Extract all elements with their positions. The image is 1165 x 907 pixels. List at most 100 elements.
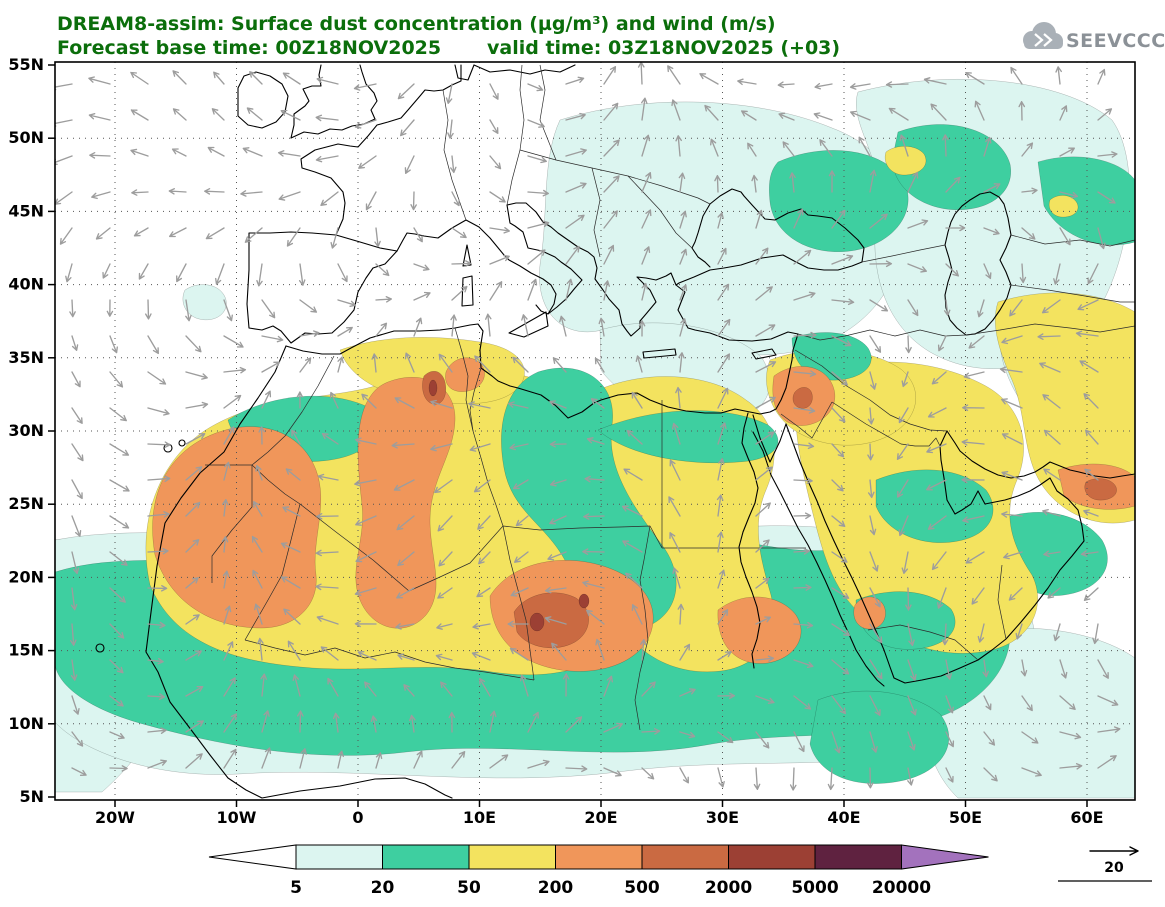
- wind-arrow: [635, 355, 643, 373]
- wind-arrow: [1043, 550, 1061, 558]
- wind-arrow: [671, 422, 681, 445]
- wind-arrow: [640, 639, 647, 661]
- wind-arrow: [965, 551, 985, 564]
- wind-arrow: [965, 72, 985, 85]
- figure-title: DREAM8-assim: Surface dust concentration…: [57, 13, 776, 35]
- valid-time: valid time: 03Z18NOV2025 (+03): [487, 37, 840, 59]
- wind-arrow: [354, 587, 377, 596]
- wind-arrow: [858, 136, 871, 157]
- wind-arrow: [603, 675, 613, 697]
- wind-arrow: [679, 643, 691, 661]
- wind-arrow: [831, 407, 846, 423]
- wind-arrow: [603, 244, 615, 265]
- wind-arrow: [1092, 623, 1099, 645]
- colorbar-label: 50: [457, 878, 481, 898]
- country-borders: [205, 64, 1135, 731]
- wind-arrow: [737, 78, 757, 86]
- wind-arrow: [667, 65, 681, 85]
- wind-arrow: [213, 71, 225, 85]
- wind-arrow: [337, 356, 344, 373]
- border-line: [469, 367, 482, 432]
- wind-arrow: [130, 148, 149, 157]
- border-line: [244, 503, 301, 641]
- wind-arrow: [358, 155, 377, 169]
- wind-arrow: [586, 609, 605, 625]
- wind-arrow: [277, 150, 301, 157]
- border-line: [408, 525, 504, 592]
- wind-arrow: [282, 506, 301, 517]
- wind-arrow: [1019, 263, 1027, 284]
- wind-arrow: [961, 476, 985, 484]
- wind-arrow: [565, 214, 585, 229]
- island-canaries: [178, 439, 186, 447]
- wind-arrow: [621, 505, 643, 517]
- wind-arrow: [169, 227, 187, 238]
- wind-arrow: [971, 587, 985, 605]
- border-line: [997, 564, 1007, 640]
- wind-arrow: [1010, 66, 1023, 85]
- wind-arrow: [983, 263, 992, 280]
- colorbar-segment: [728, 844, 816, 870]
- wind-arrow: [831, 515, 846, 527]
- wind-arrow: [641, 767, 655, 780]
- wind-arrow: [88, 76, 111, 85]
- wind-arrow: [299, 748, 307, 769]
- dust-region-level-6: [428, 379, 590, 632]
- wind-arrow: [1059, 147, 1075, 157]
- wind-arrow: [831, 371, 848, 386]
- wind-arrow: [905, 335, 912, 354]
- wind-arrow: [1039, 362, 1061, 373]
- wind-arrow: [755, 466, 773, 481]
- border-line: [502, 525, 535, 681]
- wind-arrow: [332, 712, 340, 733]
- wind-arrow: [222, 499, 229, 517]
- wind-arrow: [147, 511, 170, 518]
- wind-arrow: [278, 191, 301, 201]
- wind-arrow: [471, 651, 491, 661]
- wind-arrow: [394, 397, 415, 409]
- wind-arrow: [755, 396, 776, 409]
- wind-arrow: [565, 765, 588, 773]
- wind-arrow: [831, 587, 850, 599]
- wind-arrow: [603, 102, 619, 121]
- wind-arrow: [109, 731, 125, 740]
- wind-arrow: [831, 659, 850, 675]
- wind-arrow: [204, 188, 225, 195]
- wind-arrow: [109, 551, 128, 566]
- wind-arrow: [1059, 227, 1071, 246]
- wind-arrow: [603, 175, 620, 193]
- wind-arrow: [519, 674, 529, 697]
- wind-arrow: [299, 330, 320, 337]
- wind-arrow: [622, 540, 643, 553]
- wind-arrow: [258, 426, 266, 445]
- wind-arrow: [942, 134, 949, 157]
- wind-arrow: [831, 443, 845, 458]
- wind-arrow: [71, 443, 84, 462]
- wind-arrow: [185, 686, 204, 697]
- wind-arrow: [185, 650, 202, 661]
- wind-arrow: [450, 314, 457, 337]
- wind-arrow: [850, 110, 871, 121]
- wind-arrow: [901, 371, 909, 388]
- wind-arrow: [489, 119, 499, 134]
- dust-region-level-2-overlay: [227, 332, 994, 650]
- wind-arrow: [945, 659, 953, 680]
- wind-arrow: [584, 475, 605, 483]
- wind-arrow: [254, 603, 263, 625]
- wind-arrow: [223, 605, 232, 625]
- wind-arrow: [147, 693, 166, 700]
- wind-arrow: [549, 515, 567, 525]
- wind-arrow: [261, 299, 276, 319]
- wind-arrow: [1021, 227, 1036, 240]
- wind-arrow: [354, 620, 377, 628]
- wind-arrow: [240, 190, 263, 197]
- wind-arrow: [375, 263, 390, 277]
- wind-arrow: [565, 148, 587, 157]
- colorbar-label: 2000: [705, 878, 752, 898]
- wind-arrow: [789, 767, 797, 791]
- wind-arrow: [261, 335, 284, 343]
- wind-arrow: [109, 479, 130, 492]
- wind-arrow: [1021, 187, 1038, 195]
- wind-arrow: [717, 767, 725, 788]
- wind-arrow: [831, 623, 851, 636]
